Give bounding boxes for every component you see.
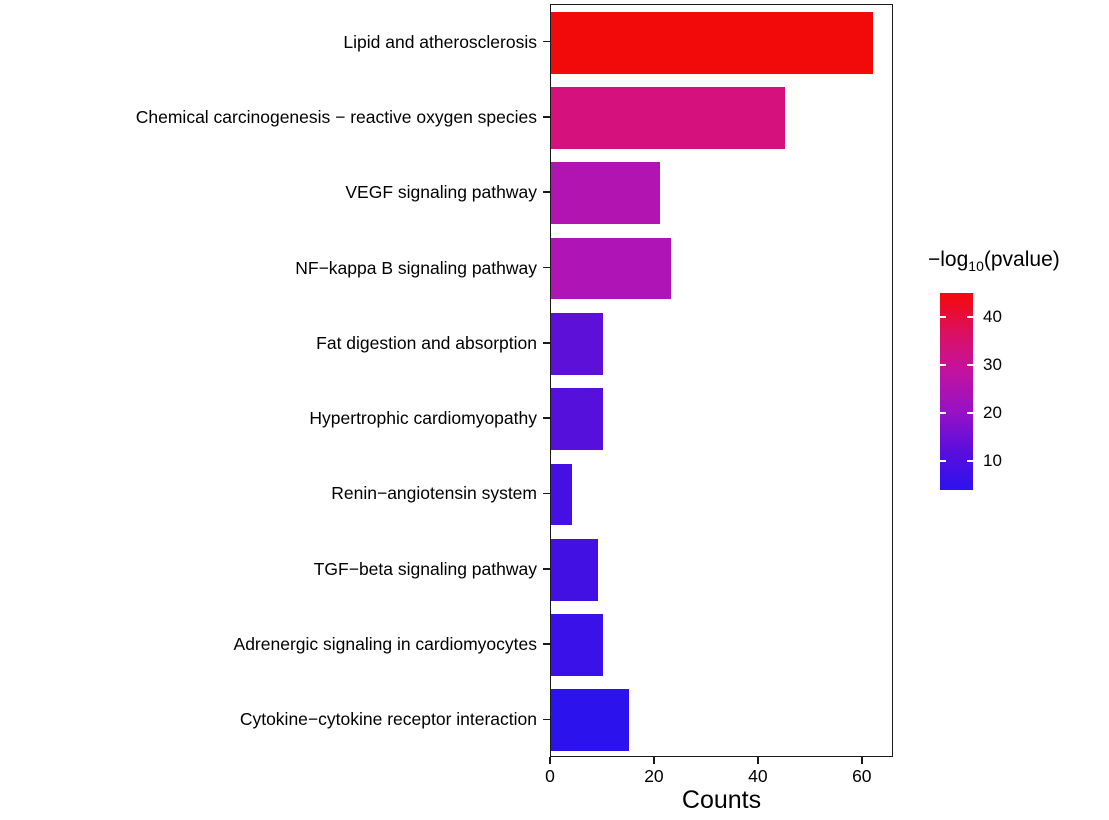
legend-tick-mark xyxy=(940,412,946,415)
legend-gradient-bar xyxy=(940,293,973,490)
y-axis-tick xyxy=(543,40,550,43)
legend-tick-mark xyxy=(940,460,946,463)
x-axis-tick xyxy=(653,757,655,764)
y-axis-tick xyxy=(543,417,550,419)
bar-4 xyxy=(551,237,671,300)
legend-tick-mark xyxy=(967,364,973,367)
y-axis-label: Fat digestion and absorption xyxy=(316,332,537,353)
y-axis-label: NF−kappa B signaling pathway xyxy=(295,257,537,278)
legend-tick-label: 20 xyxy=(983,403,1002,423)
bars-container xyxy=(551,5,892,756)
x-axis-tick-label: 60 xyxy=(852,766,872,786)
x-axis-tick-label: 20 xyxy=(644,766,664,786)
legend-title-subscript: 10 xyxy=(968,258,984,275)
y-axis-tick xyxy=(543,191,550,194)
y-axis-tick xyxy=(543,116,550,118)
legend-tick-mark xyxy=(967,316,973,319)
colorbar-legend: −log10(pvalue) 40 30 20 10 xyxy=(920,248,1109,508)
legend-tick-mark xyxy=(940,364,946,367)
legend-tick-mark xyxy=(967,412,973,415)
legend-tick-mark xyxy=(967,460,973,463)
y-axis-label: Cytokine−cytokine receptor interaction xyxy=(239,709,537,730)
y-axis-label: Renin−angiotensin system xyxy=(331,483,537,504)
y-axis-tick xyxy=(543,492,550,495)
y-axis-tick xyxy=(543,266,550,269)
legend-tick-label: 10 xyxy=(983,451,1002,471)
bar-7 xyxy=(551,463,572,526)
bar-1 xyxy=(551,11,874,74)
x-axis-title: Counts xyxy=(681,786,762,814)
legend-title-suffix: (pvalue) xyxy=(983,248,1060,271)
y-axis-tick xyxy=(543,643,550,645)
y-axis-label: Lipid and atherosclerosis xyxy=(343,31,537,52)
x-axis-tick-label: 0 xyxy=(545,766,555,786)
legend-tick-mark xyxy=(940,316,946,319)
bar-2 xyxy=(551,87,785,149)
bar-6 xyxy=(551,388,603,450)
x-axis-tick xyxy=(757,757,759,764)
plot-panel xyxy=(550,4,893,757)
bar-8 xyxy=(551,538,598,601)
legend-tick-label: 40 xyxy=(983,307,1002,327)
y-axis-label: VEGF signaling pathway xyxy=(345,182,537,203)
y-axis-tick xyxy=(543,567,550,570)
x-axis-tick-label: 40 xyxy=(748,766,768,786)
y-axis-label: Adrenergic signaling in cardiomyocytes xyxy=(233,633,537,654)
y-axis-tick xyxy=(543,718,550,721)
legend-title: −log10(pvalue) xyxy=(928,248,1060,274)
y-axis-label: Hypertrophic cardiomyopathy xyxy=(309,407,537,428)
legend-title-prefix: −log xyxy=(928,248,969,271)
y-axis-label: TGF−beta signaling pathway xyxy=(313,558,537,579)
bar-5 xyxy=(551,312,603,375)
y-axis-tick xyxy=(543,342,550,344)
bar-9 xyxy=(551,614,603,676)
y-axis-label: Chemical carcinogenesis − reactive oxyge… xyxy=(135,106,537,127)
bar-3 xyxy=(551,162,661,225)
x-axis-tick xyxy=(549,757,551,764)
x-axis-tick xyxy=(860,757,863,764)
bar-10 xyxy=(551,689,629,752)
legend-tick-label: 30 xyxy=(983,355,1002,375)
